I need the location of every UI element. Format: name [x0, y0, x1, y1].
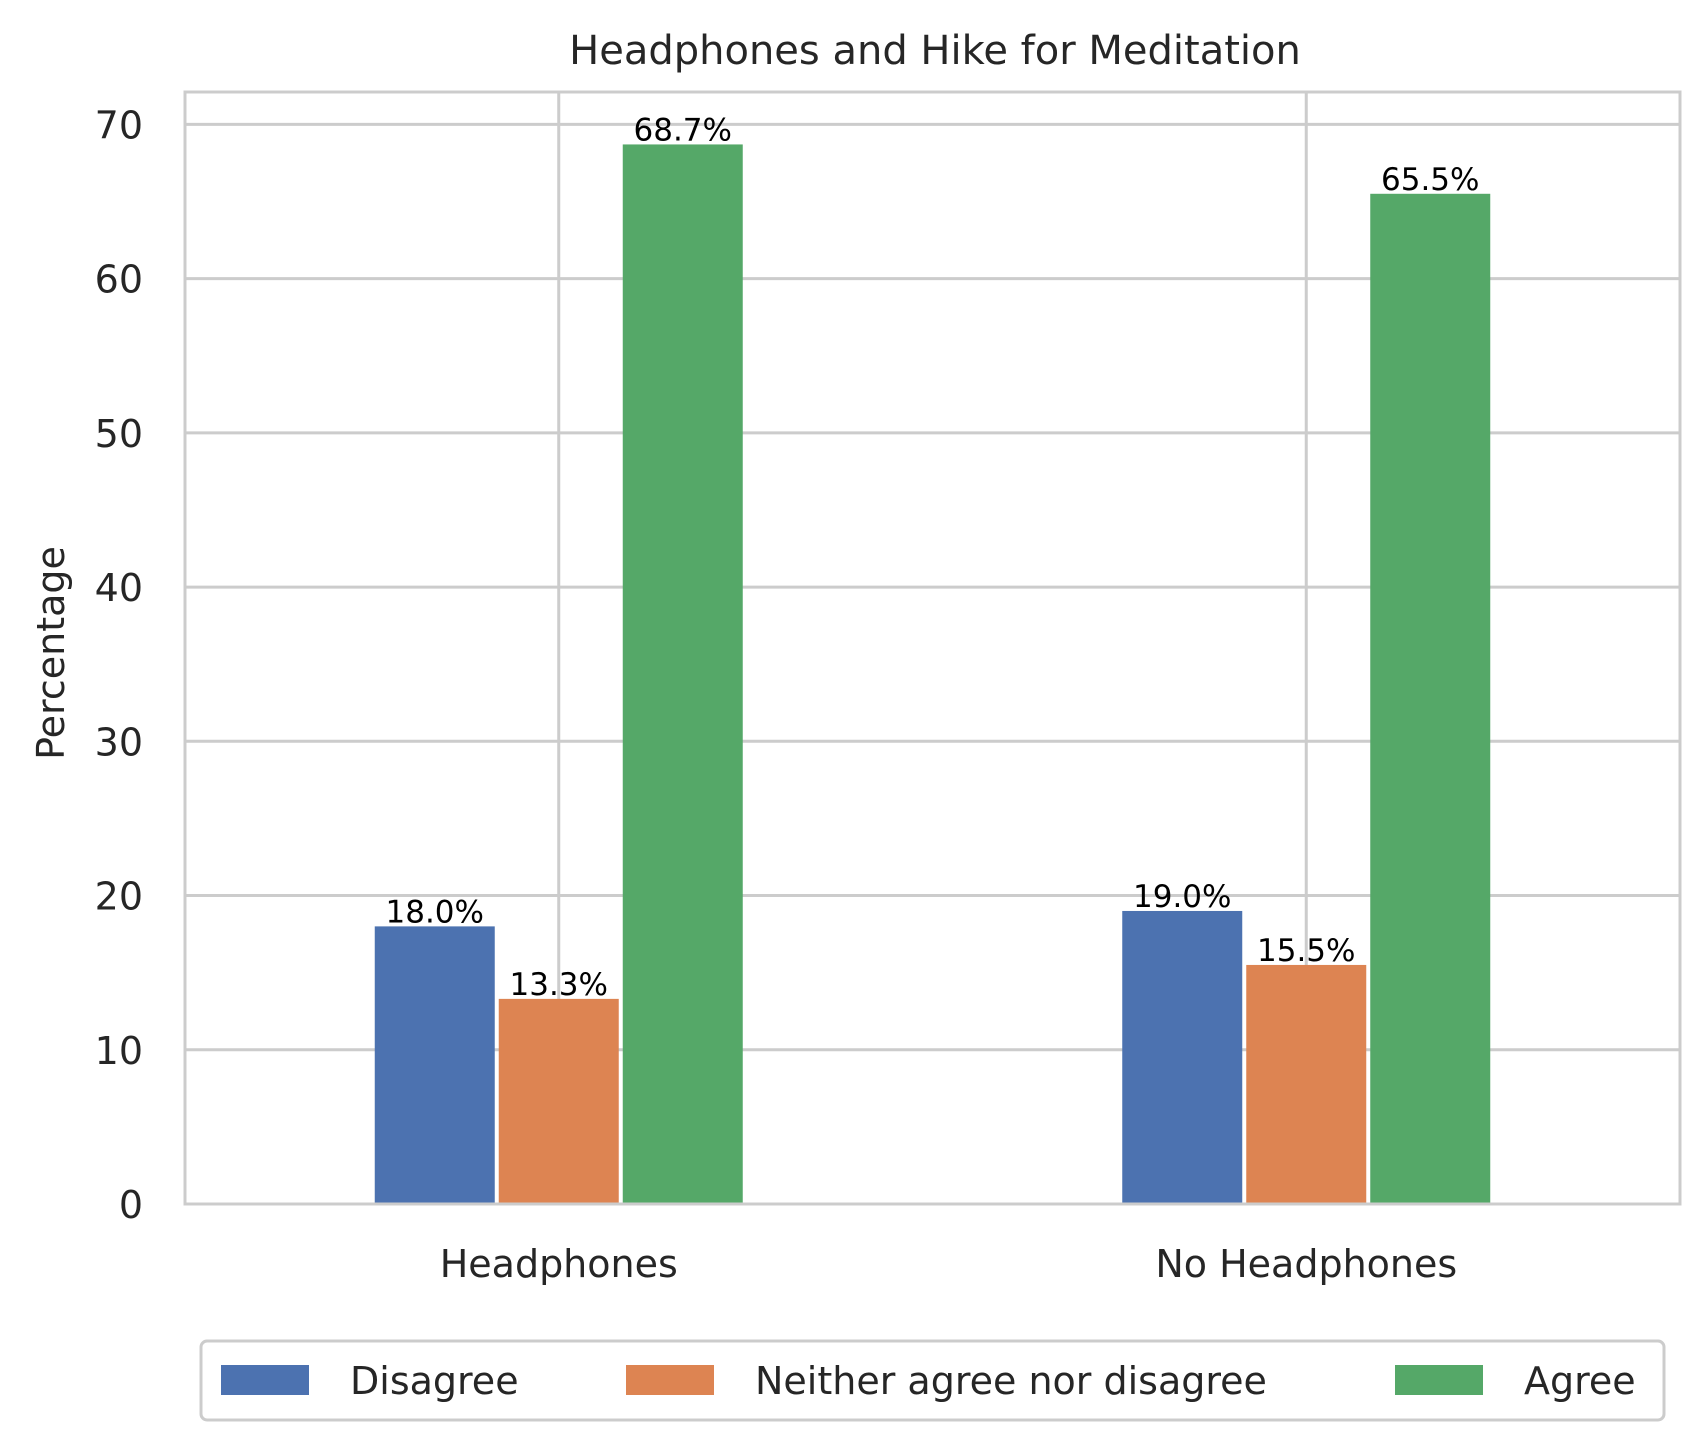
y-tick-label: 40: [95, 566, 143, 610]
y-tick-label: 10: [95, 1029, 143, 1073]
bar-labels: 18.0% 19.0% 13.3% 15.5% 68.7% 65.5%: [386, 112, 1480, 1002]
legend-label: Agree: [1524, 1359, 1636, 1403]
bar: [1122, 910, 1243, 1204]
chart-title: Headphones and Hike for Meditation: [569, 28, 1301, 74]
bars: [374, 144, 1491, 1205]
legend-swatch: [1395, 1365, 1483, 1395]
legend-swatch: [626, 1365, 714, 1395]
legend-box: [199, 1339, 1666, 1422]
legend-swatch: [221, 1365, 309, 1395]
x-tick-label: No Headphones: [1155, 1242, 1457, 1286]
bar: [1246, 964, 1367, 1204]
bar-value-label: 18.0%: [386, 894, 484, 930]
plot-frame: [183, 90, 1682, 1206]
y-tick-label: 30: [95, 720, 143, 764]
y-tick-label: 60: [95, 258, 143, 302]
bar-value-label: 68.7%: [634, 112, 732, 148]
bar: [1370, 193, 1491, 1204]
bar: [622, 144, 743, 1205]
x-tick-labels: Headphones No Headphones: [440, 1242, 1457, 1286]
legend-label: Neither agree nor disagree: [755, 1359, 1267, 1403]
bar: [374, 926, 495, 1204]
bar-value-label: 65.5%: [1381, 162, 1479, 198]
x-tick-label: Headphones: [440, 1242, 678, 1286]
legend-label: Disagree: [350, 1359, 519, 1403]
y-tick-label: 50: [95, 412, 143, 456]
y-tick-label: 70: [95, 103, 143, 147]
y-axis-label: Percentage: [29, 546, 73, 760]
bar-value-label: 19.0%: [1133, 879, 1231, 915]
y-tick-label: 20: [95, 875, 143, 919]
legend: Disagree Neither agree nor disagree Agree: [199, 1339, 1666, 1422]
y-tick-label: 0: [119, 1183, 143, 1227]
bar-value-label: 15.5%: [1257, 933, 1355, 969]
bar-value-label: 13.3%: [510, 967, 608, 1003]
y-tick-labels: 0 10 20 30 40 50 60 70: [95, 103, 143, 1227]
bar: [498, 998, 619, 1204]
